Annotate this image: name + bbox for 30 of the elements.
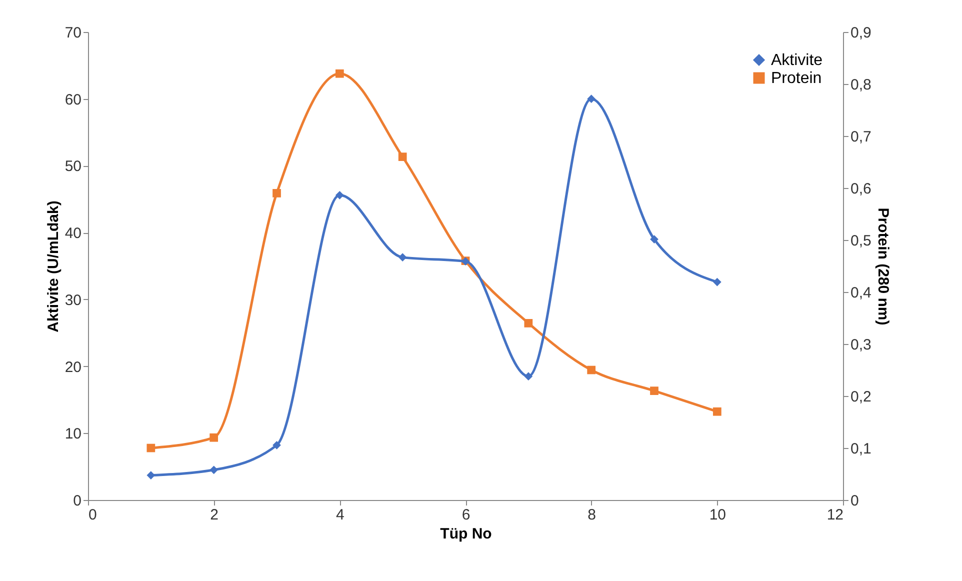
y2-tick-label: 0,8: [850, 76, 872, 94]
y-tick-label: 70: [64, 24, 82, 42]
y2-tick-label: 0,4: [850, 284, 872, 302]
x-tick-label: 10: [709, 506, 726, 524]
y2-axis-title: Protein (280 nm): [874, 208, 892, 326]
x-tick-label: 2: [210, 506, 219, 524]
y2-tick-label: 0,6: [850, 180, 872, 198]
y2-tick-label: 0,9: [850, 24, 872, 42]
y2-tick-label: 0,1: [850, 440, 872, 458]
y-tick-label: 10: [64, 426, 82, 443]
x-tick-label: 8: [588, 506, 596, 524]
y2-tick-label: 0: [850, 492, 859, 510]
y-tick-label: 60: [64, 91, 82, 108]
legend-label: Protein: [771, 70, 822, 87]
y-tick-label: 50: [64, 158, 82, 176]
y-tick-label: 20: [64, 358, 82, 376]
y-tick-label: 40: [64, 225, 82, 242]
y2-tick-label: 0,5: [850, 232, 872, 250]
y-tick-label: 0: [73, 492, 82, 510]
legend-label: Aktivite: [771, 52, 823, 69]
x-tick-label: 12: [826, 506, 844, 524]
x-tick-label: 6: [462, 506, 470, 524]
y2-tick-label: 0,2: [850, 388, 872, 406]
y-axis-title: Aktivite (U/mLdak): [44, 200, 62, 332]
x-axis-title: Tüp No: [440, 526, 492, 542]
y2-tick-label: 0,7: [850, 128, 872, 146]
y-tick-label: 30: [64, 292, 82, 309]
x-tick-label: 0: [88, 506, 97, 524]
y2-tick-label: 0,3: [850, 336, 872, 354]
x-tick-label: 4: [336, 506, 344, 524]
